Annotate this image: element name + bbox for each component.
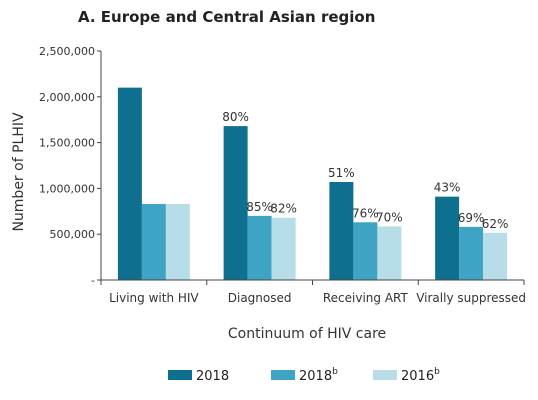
legend-label: 2016b xyxy=(401,367,440,384)
x-category-label: Diagnosed xyxy=(228,291,292,305)
bar xyxy=(459,226,484,280)
bar xyxy=(117,87,142,280)
bar xyxy=(353,222,378,280)
bar xyxy=(377,226,402,280)
bar xyxy=(329,181,354,280)
y-axis-label: Number of PLHIV xyxy=(11,112,27,232)
x-axis-label: Continuum of HIV care xyxy=(228,326,386,342)
bar-data-label: 82% xyxy=(270,202,297,216)
bar-data-label: 62% xyxy=(482,217,509,231)
bar-data-label: 80% xyxy=(222,110,249,124)
x-category-label: Living with HIV xyxy=(109,291,199,305)
legend-swatch xyxy=(168,370,192,380)
x-category-label: Virally suppressed xyxy=(416,291,526,305)
y-tick-label: 2,500,000 xyxy=(39,45,95,58)
bar-data-label: 76% xyxy=(352,206,379,220)
y-tick-label: - xyxy=(91,274,95,287)
y-tick-label: 1,500,000 xyxy=(39,137,95,150)
legend: 2018 2018b 2016b xyxy=(168,367,440,384)
legend-swatch xyxy=(271,370,295,380)
legend-swatch xyxy=(373,370,397,380)
y-tick-label: 1,000,000 xyxy=(39,182,95,195)
bar xyxy=(141,203,166,280)
bar xyxy=(483,232,508,280)
bar-data-label: 85% xyxy=(246,200,273,214)
chart-title: A. Europe and Central Asian region xyxy=(78,8,375,26)
x-axis: Living with HIV Diagnosed Receiving ART Vir… xyxy=(100,279,526,305)
bar xyxy=(435,196,460,280)
bar xyxy=(223,126,248,280)
y-tick-label: 500,000 xyxy=(50,228,96,241)
y-tick-label: 2,000,000 xyxy=(39,91,95,104)
bar-data-label: 70% xyxy=(376,210,403,224)
y-axis: - 500,000 1,000,000 1,500,000 2,000,000 2,500… xyxy=(39,45,102,287)
bar xyxy=(271,217,296,280)
bar-data-label: 43% xyxy=(434,181,461,195)
bar xyxy=(165,203,190,280)
legend-label: 2018 xyxy=(196,369,229,384)
x-category-label: Receiving ART xyxy=(323,291,409,305)
bar-data-label: 69% xyxy=(458,211,485,225)
bar xyxy=(247,215,272,280)
legend-label: 2018b xyxy=(299,367,338,384)
bar-data-label: 51% xyxy=(328,166,355,180)
bars: 80% 85%82% 51% 76%70% 43% 69%62% xyxy=(117,87,509,280)
